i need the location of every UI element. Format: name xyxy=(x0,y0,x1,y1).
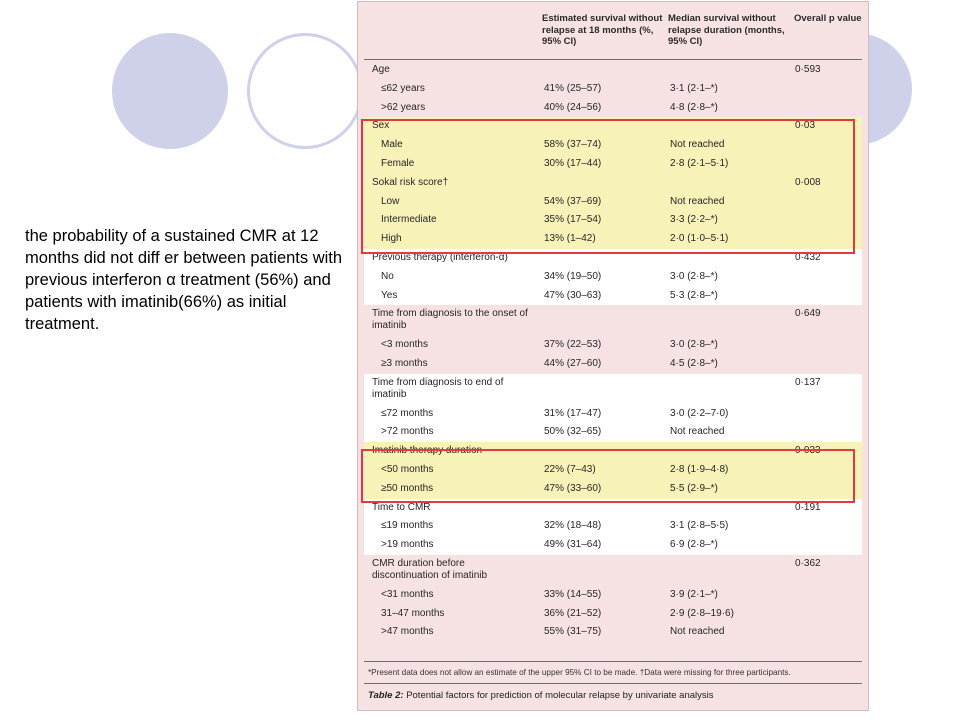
header-pvalue: Overall p value xyxy=(794,13,862,24)
row-survival: 54% (37–69) xyxy=(544,195,602,207)
row-survival: 34% (19–50) xyxy=(544,270,602,282)
header-survival: Estimated survival without relapse at 18… xyxy=(542,13,663,47)
row-label: Low xyxy=(381,195,400,207)
group-p-value: 0·03 xyxy=(795,120,816,132)
group-label: Sex xyxy=(372,120,390,132)
row-survival: 44% (27–60) xyxy=(544,358,602,369)
group-label: Time from diagnosis to end of imatinib xyxy=(372,376,504,400)
decorative-circle-outline xyxy=(247,33,363,149)
table-footnote: *Present data does not allow an estimate… xyxy=(368,668,791,677)
group-label: CMR duration before discontinuation of i… xyxy=(372,558,488,581)
row-survival: 50% (32–65) xyxy=(544,426,602,438)
row-median: 2·0 (1·0–5·1) xyxy=(670,233,729,245)
table-title-label: Table 2: xyxy=(368,690,404,701)
row-survival: 35% (17–54) xyxy=(544,214,602,226)
row-median: Not reached xyxy=(670,139,725,151)
row-survival: 36% (21–52) xyxy=(544,607,602,619)
footer-rule xyxy=(364,661,862,662)
table-title: Table 2: Potential factors for predictio… xyxy=(368,690,714,701)
row-label: ≤19 months xyxy=(381,520,434,532)
row-label: No xyxy=(381,270,394,282)
row-label: Male xyxy=(381,139,403,151)
row-survival: 13% (1–42) xyxy=(544,233,596,245)
group-p-value: 0·008 xyxy=(795,176,821,188)
row-survival: 41% (25–57) xyxy=(544,82,602,94)
row-survival: 58% (37–74) xyxy=(544,139,602,151)
row-label: Intermediate xyxy=(381,214,437,226)
row-label: >19 months xyxy=(381,539,434,551)
row-median: Not reached xyxy=(670,426,725,438)
group-band xyxy=(364,442,862,499)
row-label: ≥50 months xyxy=(381,482,434,494)
row-survival: 33% (14–55) xyxy=(544,588,602,600)
group-band xyxy=(364,498,862,555)
row-label: >72 months xyxy=(381,426,434,438)
row-label: ≤62 years xyxy=(381,82,425,94)
row-label: Female xyxy=(381,158,415,169)
group-label: Previous therapy (interferon-α) xyxy=(372,252,508,263)
table-figure: Estimated survival without relapse at 18… xyxy=(357,1,869,711)
row-median: 5·3 (2·8–*) xyxy=(670,289,718,301)
row-label: 31–47 months xyxy=(381,607,445,619)
row-median: Not reached xyxy=(670,195,725,207)
row-survival: 49% (31–64) xyxy=(544,539,602,551)
row-label: <50 months xyxy=(381,464,434,475)
row-label: Yes xyxy=(381,289,398,301)
row-label: <3 months xyxy=(381,339,428,351)
group-p-value: 0·191 xyxy=(795,501,821,513)
row-label: >62 years xyxy=(381,101,426,113)
group-band xyxy=(364,117,862,174)
row-label: >47 months xyxy=(381,626,434,638)
row-median: 2·9 (2·8–19·6) xyxy=(670,607,734,619)
row-label: <31 months xyxy=(381,588,434,600)
slide-caption: the probability of a sustained CMR at 12… xyxy=(25,227,343,333)
highlight-box-sex-sokal xyxy=(361,119,855,254)
group-p-value: 0·649 xyxy=(795,308,821,320)
row-survival: 47% (33–60) xyxy=(544,482,602,494)
row-median: 6·9 (2·8–*) xyxy=(670,539,718,551)
row-median: 4·5 (2·8–*) xyxy=(670,358,718,369)
row-median: 3·1 (2·1–*) xyxy=(670,82,718,94)
group-label: Time to CMR xyxy=(372,501,431,513)
row-survival: 31% (17–47) xyxy=(544,407,602,419)
group-band xyxy=(364,173,862,249)
header-median: Median survival without relapse duration… xyxy=(668,13,785,47)
group-p-value: 0·432 xyxy=(795,252,821,263)
title-rule xyxy=(364,683,862,684)
header-rule xyxy=(364,59,862,60)
row-label: ≤72 months xyxy=(381,407,434,419)
row-median: 4·8 (2·8–*) xyxy=(670,101,718,113)
group-band xyxy=(364,373,862,443)
decorative-circle-filled xyxy=(112,33,228,149)
group-band xyxy=(364,249,862,306)
row-median: 2·8 (2·1–5·1) xyxy=(670,158,729,169)
row-label: ≥3 months xyxy=(381,358,428,369)
group-p-value: 0·362 xyxy=(795,558,821,569)
row-median: 3·3 (2·2–*) xyxy=(670,214,718,226)
group-p-value: 0·137 xyxy=(795,376,821,388)
group-label: Sokal risk score† xyxy=(372,176,449,188)
row-survival: 55% (31–75) xyxy=(544,626,602,638)
highlight-box-imatinib-duration xyxy=(361,449,855,503)
row-median: 3·0 (2·2–7·0) xyxy=(670,407,729,419)
row-median: 3·9 (2·1–*) xyxy=(670,588,718,600)
table-title-text: Potential factors for prediction of mole… xyxy=(406,690,714,701)
row-survival: 22% (7–43) xyxy=(544,464,596,475)
row-median: 5·5 (2·9–*) xyxy=(670,482,718,494)
row-median: Not reached xyxy=(670,626,725,638)
row-survival: 40% (24–56) xyxy=(544,101,602,113)
row-median: 2·8 (1·9–4·8) xyxy=(670,464,729,475)
row-median: 3·1 (2·8–5·5) xyxy=(670,520,729,532)
row-median: 3·0 (2·8–*) xyxy=(670,339,718,351)
group-p-value: 0·593 xyxy=(795,64,821,75)
group-label: Age xyxy=(372,64,390,75)
row-survival: 32% (18–48) xyxy=(544,520,602,532)
row-survival: 47% (30–63) xyxy=(544,289,602,301)
row-label: High xyxy=(381,233,402,245)
row-survival: 37% (22–53) xyxy=(544,339,602,351)
row-survival: 30% (17–44) xyxy=(544,158,602,169)
row-median: 3·0 (2·8–*) xyxy=(670,270,718,282)
group-label: Time from diagnosis to the onset of imat… xyxy=(372,308,528,332)
